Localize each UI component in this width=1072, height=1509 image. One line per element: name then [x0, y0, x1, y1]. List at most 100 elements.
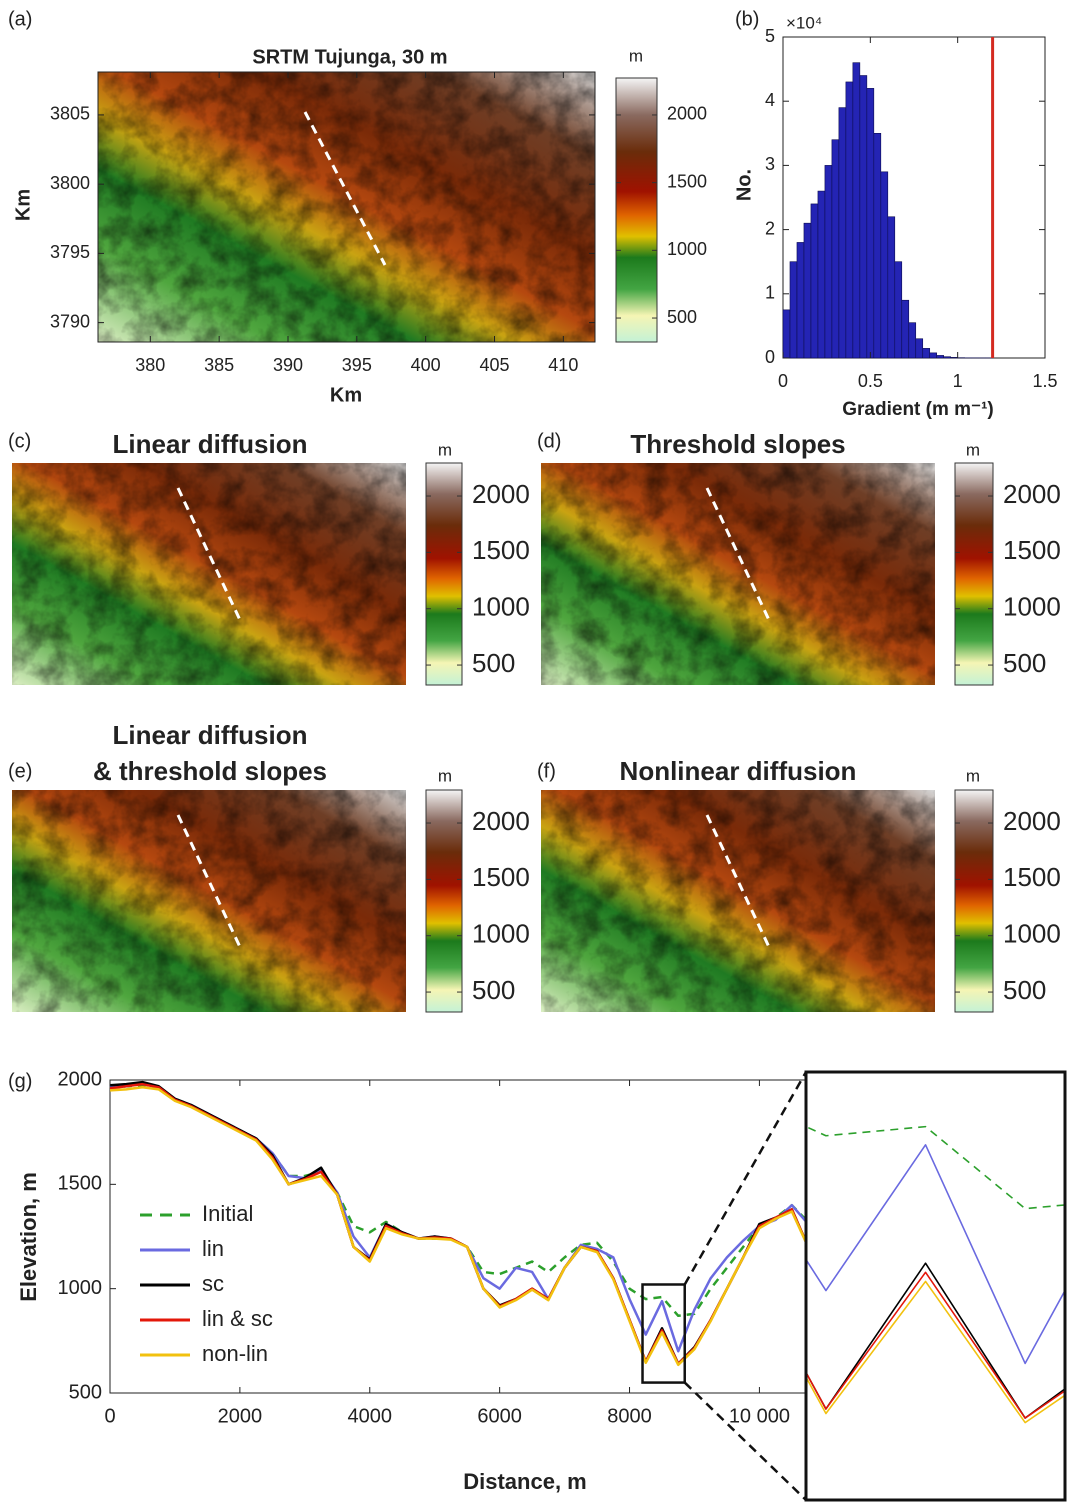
- colorbar-tick-label: 500: [1003, 975, 1046, 1005]
- colorbar-label: m: [966, 766, 980, 785]
- x-tick-label: 385: [204, 355, 234, 375]
- x-axis-label: Distance, m: [463, 1469, 587, 1494]
- colorbar-tick-label: 1500: [667, 171, 707, 191]
- y-axis-label: Km: [12, 189, 34, 221]
- x-tick-label: 6000: [477, 1405, 522, 1427]
- x-tick-label: 4000: [348, 1405, 393, 1427]
- legend-label: Initial: [202, 1201, 253, 1226]
- bar: [845, 81, 854, 359]
- y-tick-label: 1500: [58, 1173, 103, 1195]
- x-axis-label: Km: [330, 384, 362, 406]
- series-line: [109, 1086, 939, 1367]
- y-tick-label: 1: [765, 283, 775, 303]
- terrain-shading: [12, 790, 406, 1012]
- colorbar-tick-label: 2000: [472, 479, 530, 509]
- x-tick-label: 0: [104, 1405, 115, 1427]
- colorbar: [615, 77, 658, 343]
- x-tick-label: 400: [411, 355, 441, 375]
- y-tick-label: 500: [69, 1381, 102, 1403]
- colorbar-tick-label: 500: [472, 975, 515, 1005]
- x-tick-label: 405: [479, 355, 509, 375]
- y-tick-label: 0: [765, 347, 775, 367]
- bar: [887, 216, 896, 359]
- bar: [936, 355, 944, 359]
- x-tick-label: 410: [548, 355, 578, 375]
- x-tick-label: 380: [135, 355, 165, 375]
- terrain-shading: [541, 463, 935, 685]
- y-tick-label: 3790: [50, 311, 90, 331]
- panel-label: (g): [8, 1070, 32, 1092]
- bar: [922, 348, 931, 359]
- bar: [908, 322, 917, 359]
- profile-line: [303, 111, 387, 266]
- panel-label: (c): [8, 430, 31, 452]
- colorbar-tick-label: 1000: [1003, 919, 1061, 949]
- panel-title: Linear diffusion: [113, 429, 308, 459]
- y-tick-label: 2000: [58, 1068, 103, 1090]
- bar: [782, 309, 791, 359]
- x-axis-label: Gradient (m m⁻¹): [842, 399, 993, 420]
- colorbar-tick-label: 1000: [667, 239, 707, 259]
- axes-box: [109, 1079, 939, 1394]
- terrain-shading: [98, 72, 595, 342]
- colorbar-tick-label: 2000: [472, 806, 530, 836]
- y-tick-label: 2: [765, 218, 775, 238]
- bar: [852, 62, 861, 359]
- panel-label: (f): [537, 760, 556, 782]
- y-multiplier: ×10⁴: [786, 13, 822, 32]
- bar: [831, 139, 840, 359]
- bar: [901, 299, 910, 359]
- legend-label: sc: [202, 1271, 224, 1296]
- profile-line: [176, 487, 242, 621]
- x-tick-label: 395: [342, 355, 372, 375]
- colorbar-tick-label: 1500: [472, 535, 530, 565]
- colorbar-tick-label: 500: [472, 648, 515, 678]
- x-tick-label: 8000: [607, 1405, 652, 1427]
- colorbar-label: m: [966, 440, 980, 459]
- bar: [824, 165, 833, 359]
- colorbar: [954, 789, 994, 1013]
- y-tick-label: 4: [765, 90, 775, 110]
- panel-title: & threshold slopes: [93, 756, 327, 786]
- profile-line: [705, 487, 771, 621]
- colorbar-tick-label: 1500: [1003, 862, 1061, 892]
- zoom-box: [641, 1283, 686, 1384]
- legend-label: lin & sc: [202, 1306, 273, 1331]
- colorbar-tick-label: 500: [1003, 648, 1046, 678]
- panel-label: (b): [735, 8, 759, 30]
- bar: [789, 261, 798, 359]
- colorbar-tick-label: 2000: [1003, 806, 1061, 836]
- colorbar: [954, 462, 994, 686]
- colorbar: [425, 462, 463, 686]
- colorbar-tick-label: 2000: [667, 104, 707, 124]
- y-tick-label: 3800: [50, 173, 90, 193]
- x-tick-label: 0: [778, 371, 788, 391]
- bar: [943, 356, 951, 359]
- bar: [838, 107, 847, 359]
- axes-box: [97, 71, 596, 343]
- inset-border: [804, 1070, 1067, 1502]
- bar: [894, 261, 903, 359]
- colorbar-tick-label: 500: [667, 307, 697, 327]
- bar: [817, 190, 826, 359]
- colorbar-label: m: [438, 766, 452, 785]
- colorbar-tick-label: 2000: [1003, 479, 1061, 509]
- bar: [873, 133, 882, 359]
- x-tick-label: 1: [953, 371, 963, 391]
- profile-line: [176, 814, 242, 948]
- panel-label: (d): [537, 430, 561, 452]
- x-tick-label: 2000: [218, 1405, 263, 1427]
- colorbar-tick-label: 1000: [472, 592, 530, 622]
- y-tick-label: 1000: [58, 1277, 103, 1299]
- x-tick-label: 1.5: [1032, 371, 1057, 391]
- colorbar-tick-label: 1500: [1003, 535, 1061, 565]
- colorbar: [425, 789, 463, 1013]
- panel-label: (e): [8, 760, 32, 782]
- panel-title: Threshold slopes: [630, 429, 845, 459]
- bar: [950, 357, 958, 359]
- legend-label: non-lin: [202, 1341, 268, 1366]
- bar: [929, 352, 938, 359]
- legend-label: lin: [202, 1236, 224, 1261]
- colorbar-tick-label: 1000: [1003, 592, 1061, 622]
